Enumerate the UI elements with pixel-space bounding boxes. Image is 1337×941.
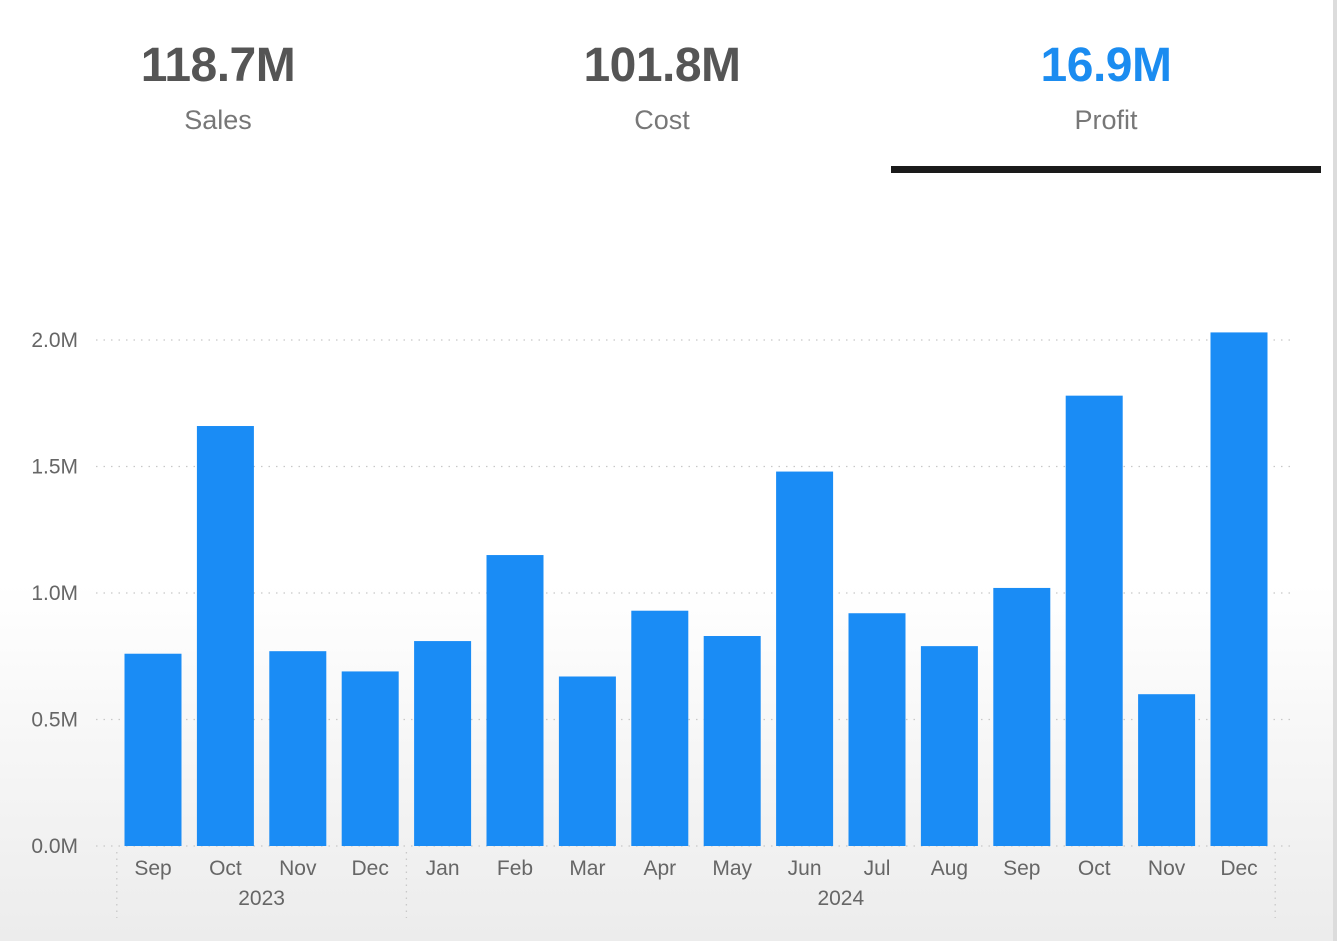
bar xyxy=(848,613,906,846)
x-tick-label: Oct xyxy=(209,857,242,880)
kpi-value-profit: 16.9M xyxy=(1040,39,1172,92)
bar xyxy=(703,636,761,846)
kpi-card-cost[interactable]: 101.8M Cost xyxy=(447,36,877,140)
x-tick-label: Apr xyxy=(643,857,676,880)
x-tick-label: Sep xyxy=(134,857,171,880)
kpi-card-sales[interactable]: 118.7M Sales xyxy=(3,36,433,140)
right-edge-border xyxy=(1333,0,1337,941)
kpi-label-profit: Profit xyxy=(1074,105,1138,135)
x-tick-label: Dec xyxy=(1220,857,1257,880)
x-year-label: 2024 xyxy=(817,887,864,910)
x-tick-label: Jan xyxy=(426,857,460,880)
bar xyxy=(269,651,327,846)
x-tick-label: May xyxy=(712,857,752,880)
x-tick-label: Oct xyxy=(1078,857,1111,880)
bar xyxy=(124,653,182,846)
y-tick-label: 1.5M xyxy=(31,456,78,479)
x-year-label: 2023 xyxy=(238,887,285,910)
bar xyxy=(1210,332,1268,846)
x-tick-label: Jun xyxy=(788,857,822,880)
bar xyxy=(631,610,689,846)
y-tick-label: 0.0M xyxy=(31,835,78,858)
kpi-value-cost: 101.8M xyxy=(583,39,741,92)
bar xyxy=(558,676,616,846)
x-tick-label: Aug xyxy=(931,857,968,880)
bar xyxy=(196,426,254,846)
bar xyxy=(776,471,834,846)
y-tick-label: 1.0M xyxy=(31,582,78,605)
kpi-value-sales: 118.7M xyxy=(140,39,296,92)
x-tick-label: Mar xyxy=(569,857,605,880)
y-tick-label: 2.0M xyxy=(31,329,78,352)
y-tick-label: 0.5M xyxy=(31,709,78,732)
x-tick-label: Nov xyxy=(279,857,317,880)
kpi-label-cost: Cost xyxy=(634,105,690,135)
bar xyxy=(920,646,978,846)
x-tick-label: Sep xyxy=(1003,857,1040,880)
bar xyxy=(1138,694,1196,846)
kpi-row: 118.7M Sales 101.8M Cost 16.9M Profit xyxy=(0,0,1337,200)
x-tick-label: Feb xyxy=(497,857,533,880)
bar xyxy=(414,641,472,846)
x-tick-label: Dec xyxy=(352,857,389,880)
kpi-card-profit[interactable]: 16.9M Profit xyxy=(891,36,1321,140)
bar xyxy=(486,555,544,846)
bar xyxy=(993,587,1051,846)
bar xyxy=(1065,395,1123,846)
selected-kpi-underline xyxy=(891,166,1321,173)
kpi-label-sales: Sales xyxy=(184,105,252,135)
x-tick-label: Jul xyxy=(864,857,891,880)
x-tick-label: Nov xyxy=(1148,857,1186,880)
bar xyxy=(341,671,399,846)
